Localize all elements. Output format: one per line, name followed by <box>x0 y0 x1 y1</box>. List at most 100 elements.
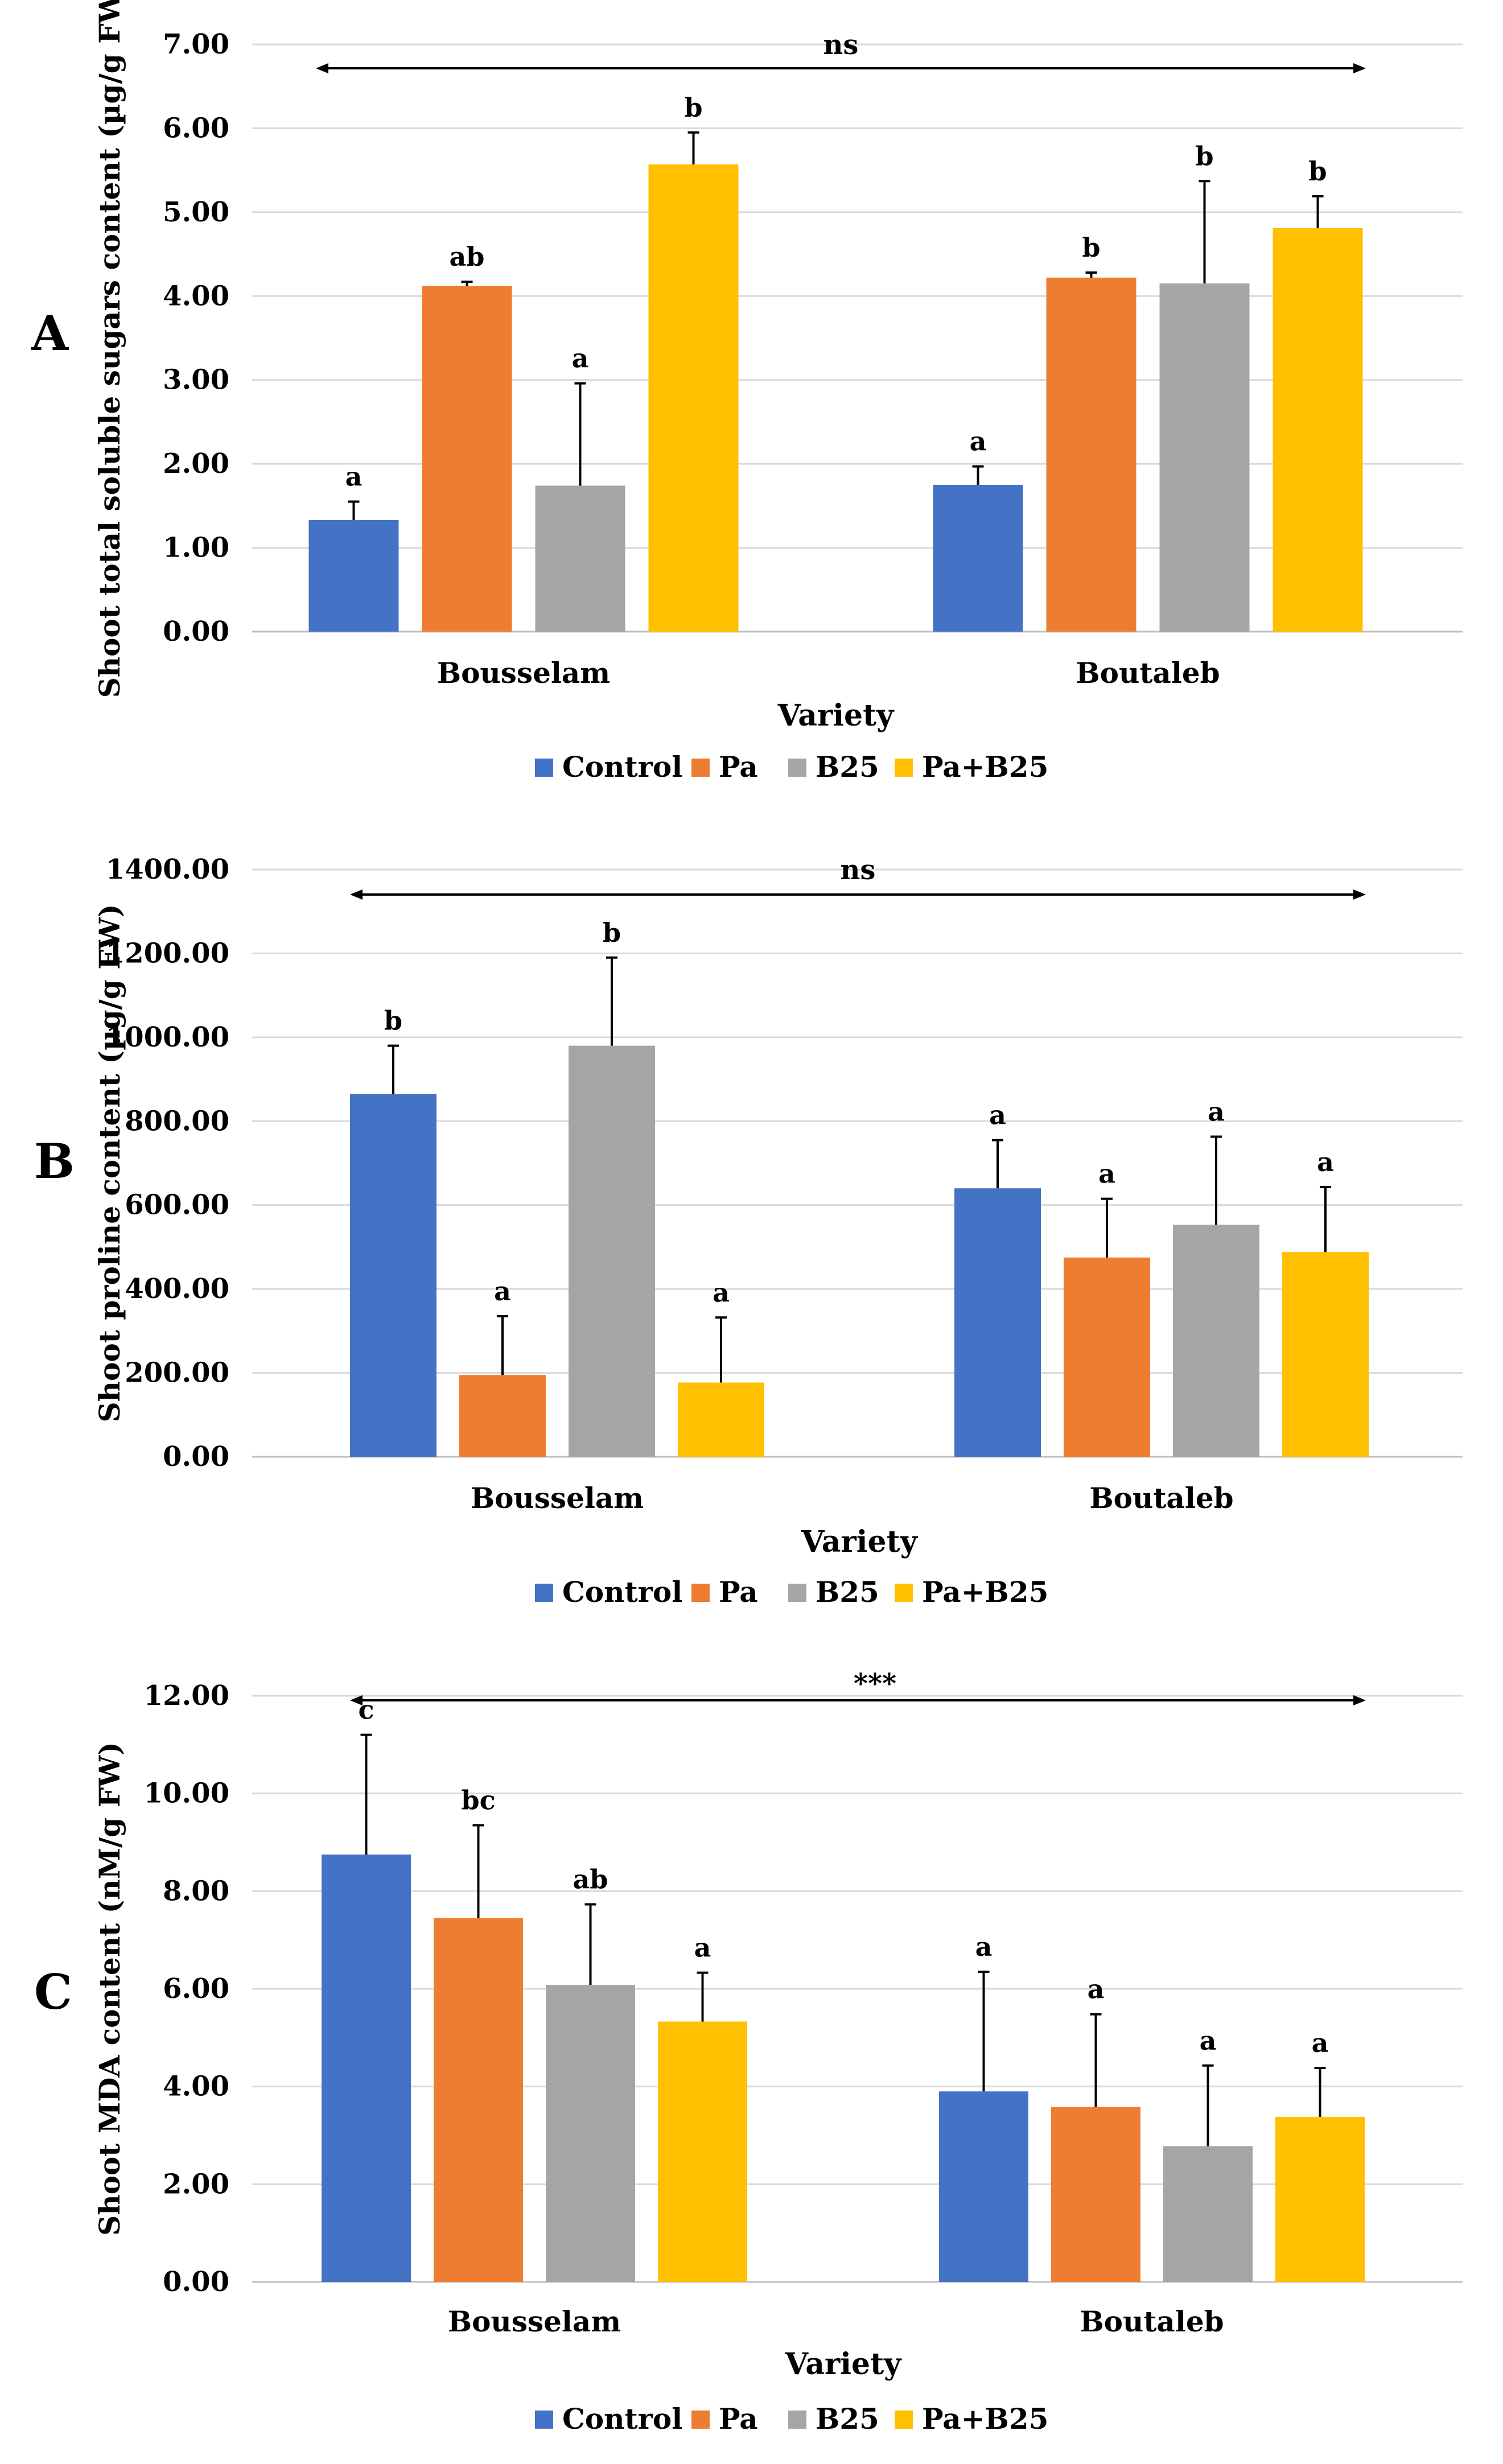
bar-b25-boutaleb <box>1173 1225 1259 1457</box>
bar-control-boutaleb <box>939 2091 1028 2282</box>
significance-letter: b <box>1308 156 1327 187</box>
y-tick-label: 0.00 <box>163 2266 229 2298</box>
y-tick-label: 2.00 <box>163 448 229 480</box>
x-category-label: Bousselam <box>448 2305 621 2338</box>
significance-letter: a <box>572 343 589 374</box>
significance-letter: b <box>1082 232 1100 263</box>
undefined <box>788 759 806 777</box>
bar-control-boutaleb <box>933 485 1023 632</box>
significance-letter: a <box>1208 1097 1225 1127</box>
significance-letter: b <box>684 92 702 123</box>
x-category-label: Bousselam <box>471 1481 644 1515</box>
y-tick-label: 6.00 <box>163 1973 229 2005</box>
y-tick-label: 3.00 <box>163 364 229 396</box>
undefined <box>535 1584 553 1602</box>
legend-label: Control <box>562 2402 682 2436</box>
y-tick-label: 4.00 <box>163 2071 229 2103</box>
bar-pa-bousselam <box>459 1375 546 1457</box>
legend-label: Pa+B25 <box>922 1575 1048 1609</box>
bar-b25-boutaleb <box>1159 283 1250 632</box>
significance-label: ns <box>823 29 859 61</box>
undefined <box>1353 889 1366 900</box>
bar-pa-boutaleb <box>1064 1257 1150 1457</box>
undefined <box>788 2411 806 2429</box>
y-tick-label: 8.00 <box>163 1875 229 1907</box>
significance-letter: b <box>384 1006 402 1036</box>
significance-letter: a <box>1200 2025 1217 2056</box>
undefined <box>535 2411 553 2429</box>
significance-letter: a <box>989 1099 1006 1130</box>
y-tick-label: 5.00 <box>163 196 229 228</box>
y-tick-label: 0.00 <box>163 1441 229 1473</box>
bar-pa-boutaleb <box>1051 2107 1140 2282</box>
y-tick-label: 1.00 <box>163 532 229 564</box>
bar-control-bousselam <box>322 1854 411 2282</box>
x-category-label: Boutaleb <box>1080 2305 1224 2338</box>
legend-label: Control <box>562 1575 682 1609</box>
y-tick-label: 6.00 <box>163 112 229 144</box>
significance-letter: a <box>345 461 363 492</box>
legend-label: Pa+B25 <box>922 2402 1048 2436</box>
significance-letter: a <box>1312 2028 1329 2058</box>
bar-pa-b25-boutaleb <box>1275 2116 1365 2282</box>
bar-pa-bousselam <box>422 286 512 632</box>
panel-label: B <box>34 1133 75 1189</box>
chart-panel-b: 0.00 200.00 400.00 600.00 800.00 1000.00 1200.… <box>34 854 1463 1609</box>
undefined <box>350 889 363 900</box>
bar-control-bousselam <box>308 520 399 632</box>
y-tick-label: 2.00 <box>163 2168 229 2200</box>
bar-pa-b25-bousselam <box>678 1382 764 1457</box>
bar-b25-bousselam <box>569 1045 655 1457</box>
panel-label: C <box>34 1964 72 2020</box>
y-axis-label: Shoot proline content (µg/g FW) <box>93 904 126 1423</box>
bar-pa-b25-bousselam <box>648 164 739 632</box>
legend-label: Pa <box>719 1575 758 1609</box>
undefined <box>691 2411 710 2429</box>
legend-label: Pa <box>719 750 758 784</box>
x-category-label: Boutaleb <box>1089 1481 1233 1515</box>
significance-letter: a <box>1317 1147 1334 1177</box>
y-tick-label: 1400.00 <box>106 854 229 885</box>
y-tick-label: 600.00 <box>125 1189 229 1221</box>
y-axis-label: Shoot total soluble sugars content (µg/g… <box>93 0 126 698</box>
y-axis-label: Shoot MDA content (nM/g FW) <box>93 1742 126 2236</box>
undefined <box>350 1695 363 1705</box>
bar-pa-bousselam <box>434 1918 523 2282</box>
undefined <box>691 1584 710 1602</box>
significance-letter: b <box>603 917 621 948</box>
legend-label: B25 <box>816 750 879 784</box>
significance-letter: a <box>694 1933 711 1963</box>
legend-label: B25 <box>816 2402 879 2436</box>
undefined <box>691 759 710 777</box>
bar-pa-b25-bousselam <box>658 2021 747 2282</box>
bar-control-boutaleb <box>954 1188 1041 1457</box>
significance-label: *** <box>854 1668 896 1700</box>
legend-label: Pa+B25 <box>922 750 1048 784</box>
x-category-label: Boutaleb <box>1076 656 1220 690</box>
x-category-label: Bousselam <box>437 656 610 690</box>
significance-letter: b <box>1195 141 1213 171</box>
undefined <box>788 1584 806 1602</box>
significance-label: ns <box>841 854 876 886</box>
y-tick-label: 4.00 <box>163 280 229 312</box>
significance-letter: a <box>713 1277 730 1308</box>
legend-label: B25 <box>816 1575 879 1609</box>
significance-letter: ab <box>573 1864 608 1895</box>
y-tick-label: 7.00 <box>163 28 229 60</box>
undefined <box>895 1584 913 1602</box>
significance-letter: a <box>1098 1159 1115 1189</box>
x-axis-label: Variety <box>801 1524 919 1559</box>
significance-letter: a <box>975 1931 993 1962</box>
significance-letter: a <box>494 1276 511 1307</box>
legend-label: Control <box>562 750 682 784</box>
undefined <box>1353 63 1366 73</box>
significance-letter: a <box>1088 1974 1105 2005</box>
undefined <box>1353 1695 1366 1705</box>
legend-label: Pa <box>719 2402 758 2436</box>
y-tick-label: 1200.00 <box>106 937 229 969</box>
undefined <box>316 63 328 73</box>
significance-letter: bc <box>461 1785 495 1815</box>
y-tick-label: 0.00 <box>163 616 229 648</box>
